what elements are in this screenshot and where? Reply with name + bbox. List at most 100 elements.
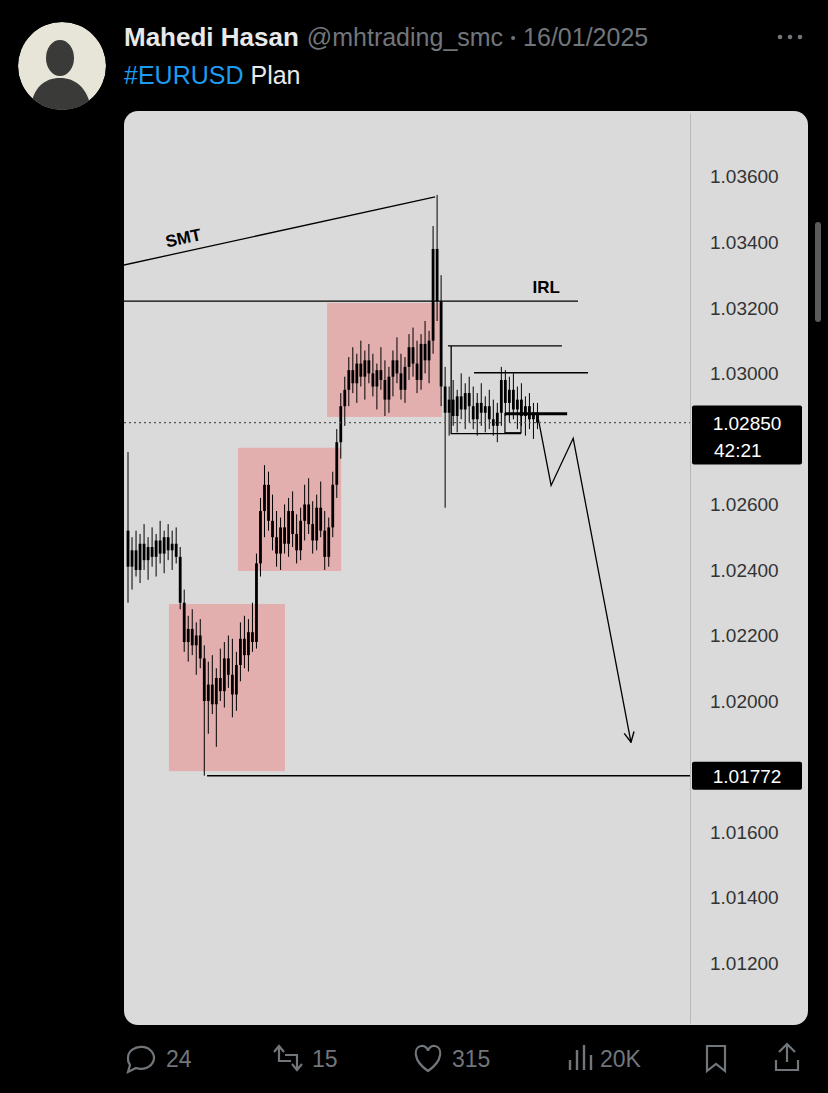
candle-wick [453,380,454,426]
candle-wick [380,347,381,390]
candle-body [319,508,322,531]
reply-icon[interactable] [128,1047,154,1072]
y-tick-label: 1.03400 [710,232,779,253]
price-label-box [692,762,802,790]
like-icon[interactable] [416,1046,440,1071]
candle-wick [316,495,317,551]
candle-wick [228,635,229,687]
candle-body [432,249,435,341]
candle-body [343,390,346,406]
candle-body [436,249,439,301]
candle-wick [276,511,277,567]
zone-box [327,303,442,417]
candle-body [223,658,226,691]
candle-body [311,524,314,540]
candle-body [167,537,170,550]
candle-wick [212,655,213,714]
candle-wick [188,616,189,662]
candle-wick [236,652,237,711]
candle-body [460,396,463,409]
y-tick-label: 1.02400 [710,560,779,581]
candle-body [247,632,250,655]
avatar[interactable] [18,22,106,112]
author-handle[interactable]: @mhtrading_smc [307,23,503,51]
repost-icon[interactable] [274,1046,302,1070]
candle-wick [136,531,137,577]
candle-body [404,367,407,390]
more-button[interactable] [778,35,803,40]
repost-count[interactable]: 15 [312,1046,338,1072]
candle-body [339,406,342,442]
annotation-line [448,345,562,346]
candle-body [488,406,491,419]
candle-body [231,675,234,695]
candle-wick [328,518,329,567]
y-tick: 1.02000 [690,691,779,712]
candle-wick [445,367,446,508]
like-count[interactable]: 315 [452,1046,490,1072]
candle-body [347,370,350,390]
y-tick: 1.03000 [690,363,779,384]
price-level-line [124,422,690,423]
candle-wick [425,321,426,373]
candle-wick [505,370,506,416]
candle-wick [128,452,129,603]
reply-count[interactable]: 24 [166,1046,192,1072]
y-tick: 1.03400 [690,232,779,253]
candle-wick [140,534,141,583]
candle-body [175,544,178,557]
candle-body [159,540,162,553]
candle-wick [220,649,221,701]
candle-body [335,442,338,485]
candle-body [359,364,362,377]
candle-body [424,344,427,360]
y-tick-label: 1.03200 [710,297,779,318]
candle-body [287,511,290,544]
candle-body [139,544,142,570]
candle-wick [533,403,534,439]
candle-body [480,403,483,413]
views-icon[interactable] [570,1045,591,1070]
candle-body [251,632,254,642]
candle-body [255,563,258,642]
candle-body [504,380,507,403]
candle-body [291,511,294,534]
y-tick-label: 1.01600 [710,822,779,843]
candle-wick [268,472,269,531]
y-tick: 1.03600 [690,166,779,187]
candle-wick [144,524,145,570]
y-tick-label: 1.02200 [710,625,779,646]
candle-body [187,629,190,642]
candle-body [476,403,479,419]
separator-dot [511,36,515,40]
candle-body [131,550,134,566]
hashtag[interactable]: #EURUSD [124,61,243,89]
candle-body [464,393,467,409]
share-icon[interactable] [776,1044,798,1070]
candle-wick [224,642,225,708]
candle-wick [340,393,341,459]
scrollbar[interactable] [815,222,821,322]
price-label: 1.02850 [713,413,782,434]
candle-body [235,665,238,694]
tweet-text: Plan [250,61,300,89]
candle-body [295,534,298,550]
y-tick-label: 1.03600 [710,166,779,187]
candle-body [396,360,399,373]
candle-body [392,360,395,376]
candle-wick [421,334,422,390]
post-date[interactable]: 16/01/2025 [523,23,648,51]
bookmark-icon[interactable] [707,1046,725,1071]
candle-wick [160,521,161,564]
zone-box [238,448,341,571]
candle-wick [344,377,345,426]
author-name[interactable]: Mahedi Hasan [124,22,299,52]
candle-wick [368,344,369,383]
candle-body [259,511,262,563]
bar-countdown: 42:21 [714,440,762,461]
candle-body [135,550,138,570]
candle-body [203,658,206,701]
candle-wick [156,534,157,577]
view-count[interactable]: 20K [600,1046,642,1072]
candle-wick [180,547,181,609]
